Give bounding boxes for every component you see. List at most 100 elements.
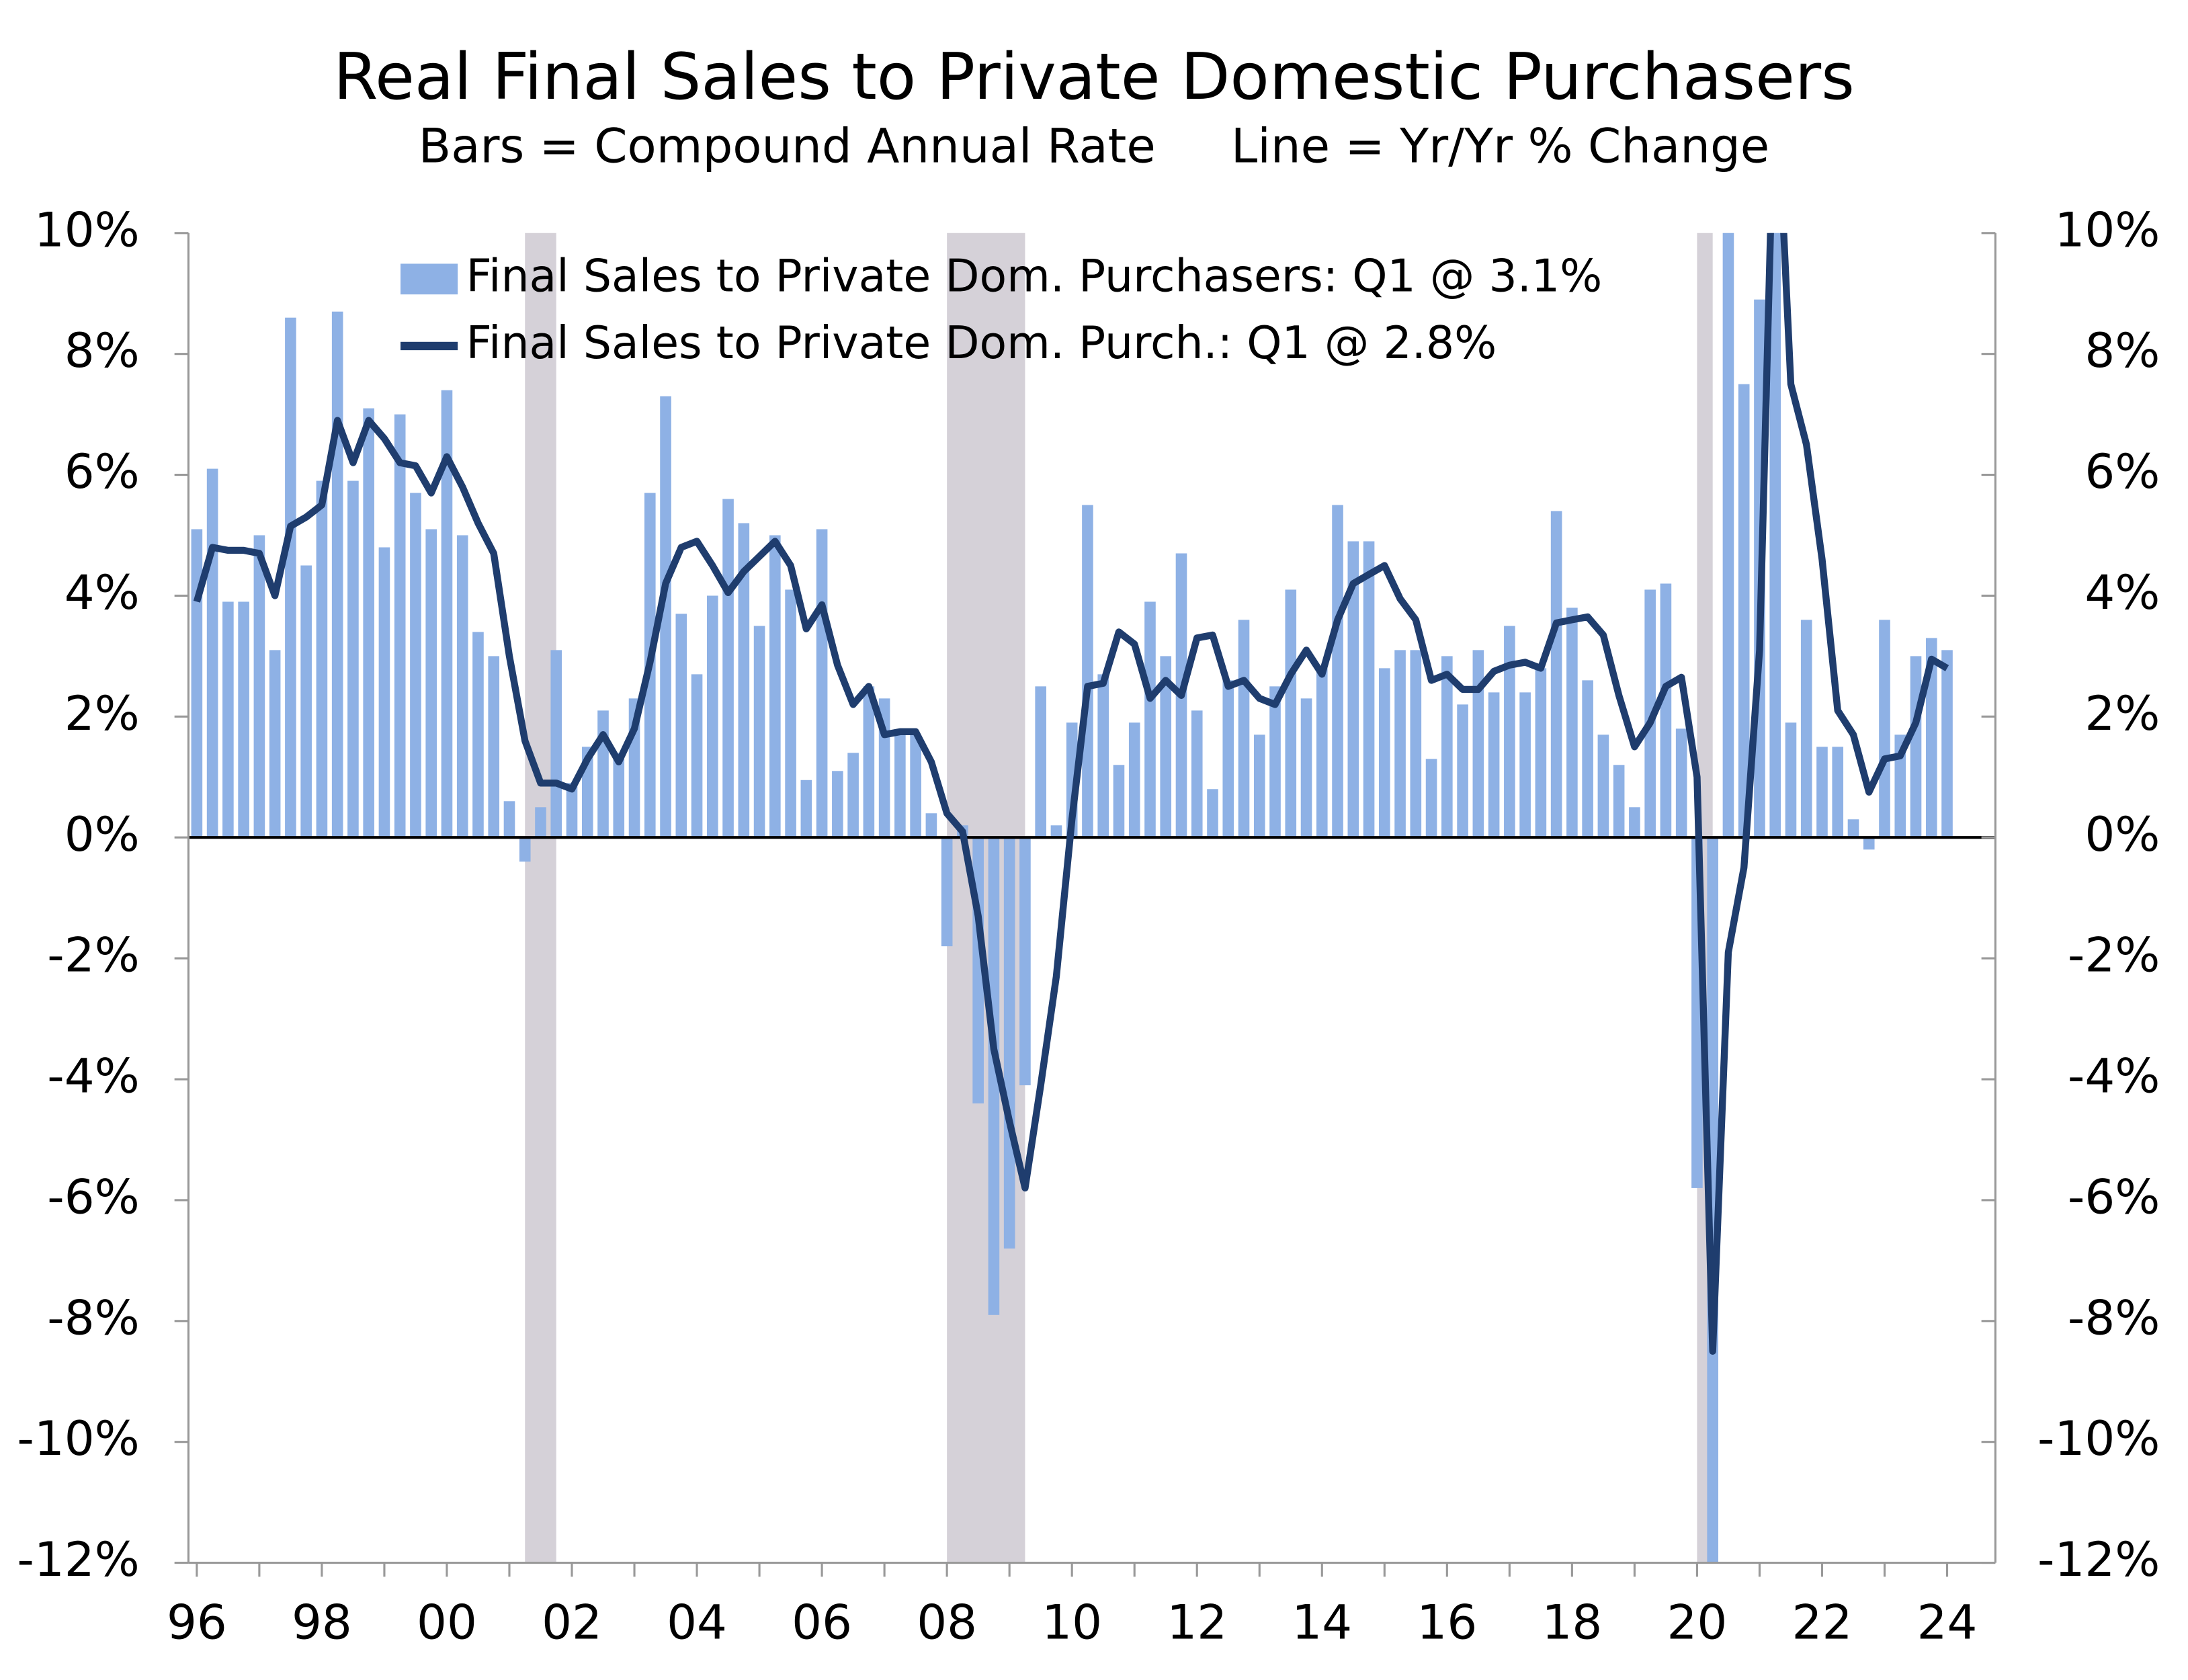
bar [425,529,437,838]
y-tick-label: -6% [47,1169,139,1224]
y-tick-label: -4% [47,1048,139,1104]
bar [1269,686,1281,838]
bar [1535,668,1547,838]
bar [1785,722,1797,838]
bar [1035,686,1046,838]
y2-tick-label: -4% [2068,1048,2160,1104]
bar [503,801,515,838]
y2-tick-label: -12% [2037,1531,2160,1587]
bar [222,601,234,838]
bar [378,547,390,838]
bar [316,480,328,838]
bar [1879,620,1890,838]
bar [1597,734,1609,838]
bar [1644,589,1656,838]
bar [1613,765,1625,838]
bar [1832,747,1844,838]
y-tick-label: -10% [17,1411,139,1466]
bar [394,414,406,838]
y2-tick-label: 0% [2085,806,2160,862]
y-tick-label: 2% [65,685,140,741]
bar [847,753,859,838]
bar [1222,680,1234,838]
bar [1160,656,1172,838]
x-tick-label: 10 [1042,1595,1102,1650]
bar [1363,541,1375,838]
bar [816,529,828,838]
bar [1738,384,1750,838]
chart-subtitle: Bars = Compound Annual Rate Line = Yr/Yr… [419,118,1769,174]
bar [738,523,750,838]
x-tick-label: 00 [417,1595,477,1650]
bar [1472,650,1484,838]
y2-tick-label: -2% [2068,927,2160,983]
bar [1941,650,1953,838]
bar [1722,233,1734,838]
bar [363,408,374,838]
bar [597,710,609,838]
bar [410,493,421,838]
bar [785,589,796,838]
legend: Final Sales to Private Dom. Purchasers: … [401,249,1602,369]
x-tick-label: 08 [917,1595,977,1650]
bar [488,656,500,838]
bar [1519,692,1531,838]
bar [691,674,703,838]
y-tick-label: -2% [47,927,139,983]
bar [925,813,937,838]
bar [1425,759,1437,838]
x-tick-label: 02 [542,1595,602,1650]
x-tick-label: 22 [1792,1595,1853,1650]
bar [300,565,312,838]
bar [331,311,343,838]
y-tick-label: 0% [65,806,140,862]
bar [1800,620,1812,838]
x-tick-label: 18 [1542,1595,1602,1650]
bar [894,734,906,838]
bar [1238,620,1250,838]
x-tick-label: 98 [292,1595,352,1650]
y2-tick-label: -6% [2068,1169,2160,1224]
bar [722,499,734,838]
chart-title: Real Final Sales to Private Domestic Pur… [333,39,1855,114]
bar [1629,807,1640,838]
bar [1582,680,1593,838]
y-tick-label: 8% [65,323,140,378]
y2-tick-label: 6% [2085,444,2160,499]
bar [1488,692,1500,838]
bar [269,650,281,838]
x-tick-label: 20 [1667,1595,1728,1650]
y2-tick-label: -10% [2037,1411,2160,1466]
y2-tick-label: 10% [2055,202,2160,257]
bar [1082,505,1093,838]
x-tick-label: 16 [1417,1595,1477,1650]
line [193,233,1949,1355]
bar [472,632,484,838]
y-tick-label: 6% [65,444,140,499]
bar [1128,722,1140,838]
bar [1207,789,1218,838]
bar [347,480,359,838]
bar [1441,656,1453,838]
x-tick-label: 14 [1292,1595,1352,1650]
bar [253,535,265,838]
bar [1347,541,1359,838]
bar [1863,837,1875,850]
bar [535,807,546,838]
bar [1910,656,1922,838]
bar [1660,583,1672,838]
bar [941,837,953,947]
bar [863,686,875,838]
bar [1707,837,1718,1563]
plot-area [188,233,1996,1563]
bar [1285,589,1297,838]
bar [1097,674,1109,838]
legend-label: Final Sales to Private Dom. Purchasers: … [466,249,1603,302]
bar [910,734,921,838]
bar [206,468,218,838]
bar [1504,626,1515,838]
y-tick-label: 4% [65,564,140,620]
bar [1816,747,1828,838]
bar [660,396,671,838]
